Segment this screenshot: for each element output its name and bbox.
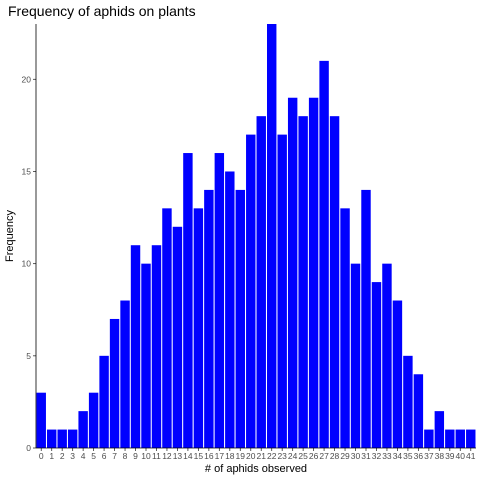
bar-37 xyxy=(424,429,434,448)
chart-title: Frequency of aphids on plants xyxy=(8,3,196,19)
bar-14 xyxy=(183,153,193,449)
x-tick-label: 20 xyxy=(246,451,256,461)
x-tick-label: 9 xyxy=(133,451,138,461)
bar-23 xyxy=(277,134,287,448)
bar-18 xyxy=(225,171,235,448)
bar-13 xyxy=(172,226,183,448)
bar-27 xyxy=(319,60,329,448)
bar-3 xyxy=(67,429,78,448)
x-tick-label: 21 xyxy=(257,451,267,461)
x-tick-label: 35 xyxy=(403,451,413,461)
bar-40 xyxy=(455,429,465,448)
bar-1 xyxy=(47,429,57,448)
bar-39 xyxy=(445,429,455,448)
bar-5 xyxy=(88,392,99,448)
bar-9 xyxy=(130,245,141,448)
x-tick-label: 15 xyxy=(194,451,204,461)
bar-38 xyxy=(434,411,445,448)
bar-17 xyxy=(214,153,225,449)
x-tick-label: 18 xyxy=(225,451,235,461)
bar-26 xyxy=(308,97,319,448)
bar-10 xyxy=(141,263,151,448)
x-tick-label: 10 xyxy=(141,451,151,461)
x-tick-label: 27 xyxy=(319,451,329,461)
x-axis-label: # of aphids observed xyxy=(205,463,307,475)
x-tick-label: 31 xyxy=(361,451,371,461)
x-tick-label: 23 xyxy=(277,451,287,461)
x-tick-label: 11 xyxy=(152,451,161,461)
x-tick-label: 2 xyxy=(60,451,65,461)
bar-36 xyxy=(413,374,424,448)
x-tick-label: 4 xyxy=(81,451,86,461)
bar-35 xyxy=(403,355,413,448)
x-tick-label: 6 xyxy=(102,451,107,461)
bar-29 xyxy=(340,208,350,448)
x-tick-label: 14 xyxy=(183,451,193,461)
bar-41 xyxy=(466,429,476,448)
y-axis-ticks: 0 5 10 15 20 xyxy=(22,74,36,453)
x-tick-label: 41 xyxy=(466,451,476,461)
y-tick-label: 20 xyxy=(22,74,32,84)
x-tick-label: 19 xyxy=(236,451,246,461)
y-axis-label: Frequency xyxy=(4,210,16,262)
bar-12 xyxy=(162,208,172,448)
bar-22 xyxy=(267,24,277,448)
x-tick-label: 33 xyxy=(382,451,392,461)
x-tick-label: 40 xyxy=(456,451,466,461)
x-tick-label: 7 xyxy=(112,451,117,461)
y-tick-label: 0 xyxy=(26,443,31,453)
bar-25 xyxy=(298,116,308,448)
bar-6 xyxy=(99,355,109,448)
x-tick-label: 3 xyxy=(70,451,75,461)
y-tick-label: 10 xyxy=(22,259,32,269)
bar-31 xyxy=(361,189,371,449)
bar-2 xyxy=(57,429,67,448)
x-tick-label: 38 xyxy=(435,451,445,461)
bar-34 xyxy=(392,300,403,448)
x-tick-label: 39 xyxy=(445,451,455,461)
bar-21 xyxy=(256,116,266,448)
bar-8 xyxy=(120,300,130,448)
bar-33 xyxy=(382,263,392,448)
x-tick-label: 29 xyxy=(340,451,350,461)
x-tick-label: 22 xyxy=(267,451,277,461)
x-tick-label: 16 xyxy=(204,451,214,461)
x-tick-label: 17 xyxy=(215,451,225,461)
bar-19 xyxy=(235,189,245,449)
y-tick-label: 15 xyxy=(22,166,32,176)
x-tick-label: 0 xyxy=(39,451,44,461)
x-tick-label: 1 xyxy=(49,451,54,461)
bar-28 xyxy=(329,116,340,448)
x-tick-label: 34 xyxy=(393,451,403,461)
x-axis-ticks: 0 1 2 3 4 5 6 7 8 9 10 11 12 13 14 15 16 17 18 19 20 21 22 23 24… xyxy=(39,448,476,461)
x-tick-label: 37 xyxy=(424,451,434,461)
x-tick-label: 25 xyxy=(298,451,308,461)
bar-15 xyxy=(193,208,204,448)
y-tick-label: 5 xyxy=(26,351,31,361)
bar-24 xyxy=(287,97,298,448)
bar-11 xyxy=(151,245,162,448)
x-tick-label: 8 xyxy=(123,451,128,461)
x-tick-label: 26 xyxy=(309,451,319,461)
x-tick-label: 30 xyxy=(351,451,361,461)
bar-32 xyxy=(371,282,382,448)
bar-20 xyxy=(246,134,256,448)
bars-group xyxy=(36,24,476,449)
bar-16 xyxy=(204,189,214,449)
x-tick-label: 36 xyxy=(414,451,424,461)
bar-30 xyxy=(350,263,361,448)
x-tick-label: 12 xyxy=(162,451,172,461)
x-tick-label: 5 xyxy=(91,451,96,461)
bar-4 xyxy=(78,411,88,448)
x-tick-label: 32 xyxy=(372,451,382,461)
x-tick-label: 28 xyxy=(330,451,340,461)
bar-7 xyxy=(109,318,120,448)
x-tick-label: 13 xyxy=(173,451,183,461)
x-tick-label: 24 xyxy=(288,451,298,461)
bar-0 xyxy=(36,392,46,448)
